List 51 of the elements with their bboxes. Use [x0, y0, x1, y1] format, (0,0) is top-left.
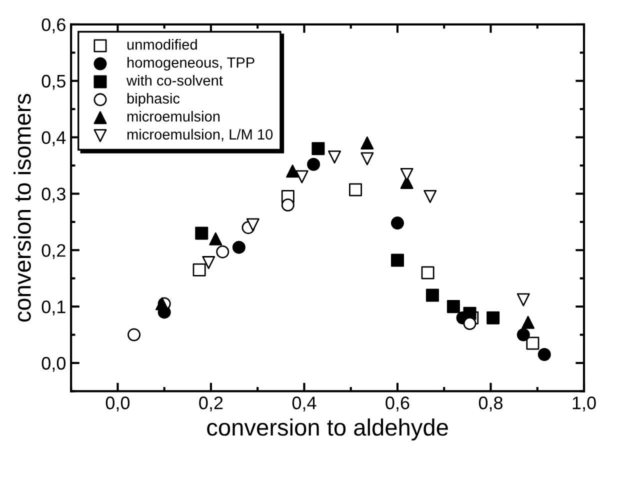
point	[202, 256, 216, 270]
x-tick-label: 0,4	[292, 396, 316, 412]
point	[128, 328, 141, 342]
point	[328, 150, 342, 164]
point	[390, 216, 404, 230]
point	[538, 348, 551, 362]
x-tick-label: 0,2	[199, 396, 223, 412]
y-tick-label: 0,6	[42, 18, 66, 34]
y-tick-label: 0,5	[42, 74, 66, 90]
y-tick-label: 0,1	[42, 300, 66, 316]
point	[155, 297, 169, 310]
point	[522, 316, 535, 329]
point	[390, 254, 404, 267]
point	[446, 300, 460, 314]
point	[216, 245, 230, 258]
point	[209, 232, 222, 246]
legend-label: unmodified	[127, 39, 197, 50]
x-tick-label: 1,0	[572, 396, 596, 412]
point	[295, 170, 308, 184]
point	[349, 183, 362, 196]
y-tick-label: 0,3	[42, 188, 66, 203]
legend-label: microemulsion	[127, 110, 220, 122]
point	[286, 164, 300, 178]
point	[486, 311, 500, 324]
x-axis-title: conversion to aldehyde	[207, 418, 448, 440]
point	[424, 190, 437, 204]
point	[192, 263, 206, 276]
y-tick-label: 0,4	[42, 131, 66, 146]
point	[281, 198, 294, 212]
point	[426, 288, 439, 302]
legend-label: microemulsion, L/M 10	[127, 128, 273, 142]
point	[421, 266, 434, 280]
x-tick-label: 0,8	[478, 396, 503, 412]
point	[516, 293, 530, 306]
point	[360, 152, 374, 166]
x-tick-label: 0,6	[386, 396, 410, 412]
y-axis-title: conversion to isomers	[14, 94, 31, 322]
point	[526, 336, 540, 350]
legend-label: biphasic	[127, 92, 180, 107]
y-tick-label: 0,2	[42, 244, 66, 259]
point	[360, 136, 374, 150]
point	[246, 218, 260, 232]
legend-label: with co-solvent	[126, 74, 223, 86]
point	[312, 142, 325, 156]
point	[307, 158, 320, 171]
legend-label: homogeneous, TPP	[128, 57, 254, 71]
point	[232, 240, 246, 254]
y-tick-label: 0,0	[42, 356, 66, 372]
point	[516, 328, 530, 342]
x-tick-label: 0,0	[106, 396, 130, 412]
point	[195, 226, 208, 240]
